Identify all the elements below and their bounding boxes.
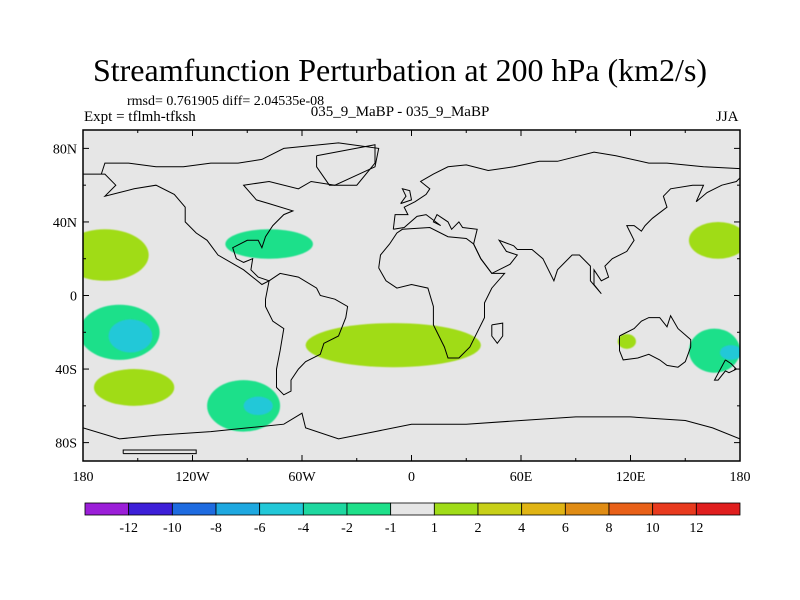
colorbar-swatch	[695, 502, 741, 516]
coastline-4	[392, 151, 740, 295]
contour-region-6	[93, 369, 175, 406]
x-tick-label: 120W	[175, 470, 210, 485]
colorbar-label: 4	[518, 521, 525, 536]
colorbar-swatch	[564, 502, 610, 516]
colorbar-swatch	[652, 502, 697, 516]
colorbar-label: 8	[606, 521, 613, 536]
coastline-8	[713, 359, 738, 381]
colorbar-label: -2	[341, 521, 353, 536]
coastline-6	[491, 322, 504, 345]
colorbar-label: 1	[431, 521, 438, 536]
coastline-2	[265, 272, 349, 396]
colorbar-swatch	[171, 502, 217, 516]
colorbar-label: -10	[163, 521, 182, 536]
coastline-7	[83, 412, 740, 440]
colorbar-label: 6	[562, 521, 569, 536]
colorbar-swatch	[84, 502, 130, 516]
experiment-label: Expt = tflmh-tfksh	[84, 109, 196, 125]
contour-region-8	[207, 380, 281, 432]
colorbar-swatch	[128, 502, 173, 516]
coastline-9	[400, 188, 413, 205]
y-tick-label: 40N	[53, 216, 77, 231]
contour-region-10	[688, 328, 740, 373]
coastline-11	[316, 144, 376, 186]
colorbar-label: 10	[646, 521, 660, 536]
coastline-5	[619, 314, 692, 368]
contour-region-5	[108, 319, 153, 353]
colorbar-label: -1	[385, 521, 397, 536]
colorbar-swatch	[259, 502, 304, 516]
contour-region-1	[83, 229, 149, 281]
x-tick-label: 180	[730, 470, 751, 485]
contour-region-12	[617, 334, 636, 349]
contour-region-2	[688, 221, 740, 259]
colorbar-label: 12	[689, 521, 703, 536]
colorbar-swatch	[608, 502, 654, 516]
y-tick-label: 80S	[55, 437, 77, 452]
contour-region-3	[225, 229, 313, 259]
x-tick-label: 60E	[510, 470, 533, 485]
colorbar-label: -4	[297, 521, 309, 536]
x-tick-label: 120E	[616, 470, 646, 485]
colorbar-label: 2	[475, 521, 482, 536]
coastline-1	[83, 142, 380, 286]
colorbar-swatch	[302, 502, 348, 516]
plot-background	[83, 130, 740, 461]
contour-region-9	[243, 396, 273, 416]
colorbar-swatch	[390, 502, 435, 516]
colorbar-swatch	[433, 502, 479, 516]
x-tick-label: 60W	[288, 470, 316, 485]
runs-label: 035_9_MaBP - 035_9_MaBP	[310, 104, 490, 120]
colorbar-swatch	[477, 502, 523, 516]
colorbar-swatch	[215, 502, 261, 516]
colorbar-label: -12	[119, 521, 138, 536]
colorbar-label: -6	[254, 521, 266, 536]
colorbar-swatch	[346, 502, 392, 516]
y-tick-label: 80N	[53, 142, 77, 157]
chart-title: Streamfunction Perturbation at 200 hPa (…	[92, 52, 708, 88]
colorbar-label: -8	[210, 521, 222, 536]
colorbar-swatch	[521, 502, 566, 516]
contour-region-7	[305, 323, 481, 368]
x-tick-label: 180	[73, 470, 94, 485]
coastline-3	[378, 226, 506, 359]
y-tick-label: 0	[70, 290, 77, 305]
y-tick-label: 40S	[55, 363, 77, 378]
coastline-10	[122, 449, 197, 455]
x-tick-label: 0	[408, 470, 415, 485]
stats-label: rmsd= 0.761905 diff= 2.04535e-08	[127, 94, 325, 109]
season-label: JJA	[716, 109, 739, 125]
contour-region-11	[719, 345, 740, 360]
